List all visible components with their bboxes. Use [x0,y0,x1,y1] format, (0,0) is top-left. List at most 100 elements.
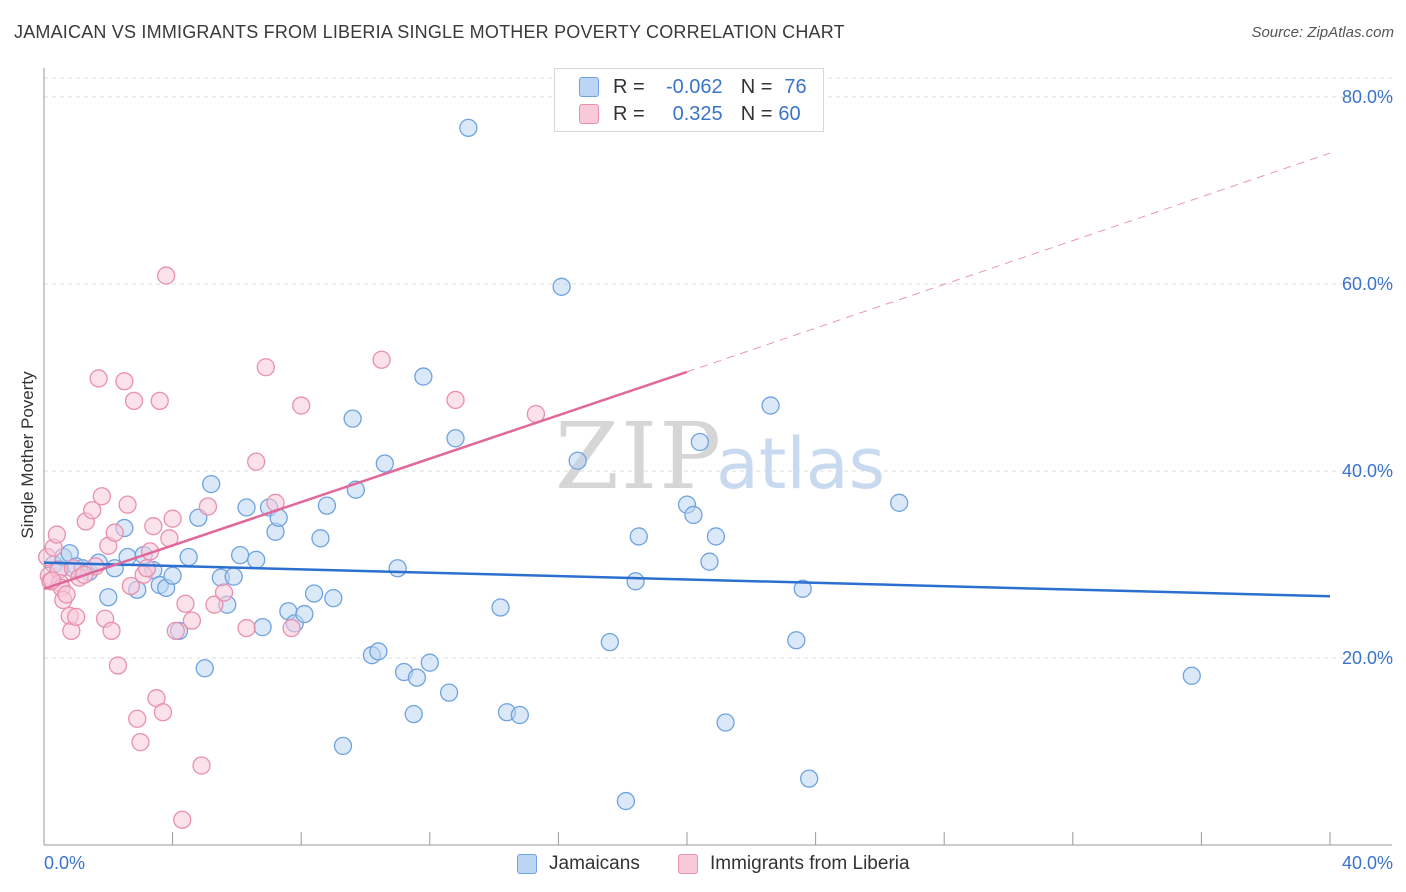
data-point [83,501,102,520]
data-point [491,598,510,617]
data-point [247,550,266,569]
data-point [108,656,128,675]
data-point [552,277,571,296]
data-point [787,631,806,650]
data-point [414,367,433,386]
data-point [616,791,636,811]
data-point [800,769,819,788]
data-point [131,733,150,752]
data-point [115,372,134,391]
data-point [214,583,234,602]
legend-row-jamaicans: R = -0.062 N = 76 [579,75,807,99]
data-point [890,493,909,512]
data-point [446,390,465,410]
data-point [202,474,221,494]
legend-swatch-liberia [579,104,599,124]
legend-r-value: -0.062 [665,75,723,98]
trend-lines [43,152,1331,598]
data-point [311,529,330,548]
data-point [144,517,163,536]
data-point [439,683,459,702]
data-point [182,611,202,630]
y-tick-label: 80.0% [1342,87,1393,107]
data-point [137,559,157,578]
legend-label-liberia: Immigrants from Liberia [710,853,910,874]
data-point [304,584,324,603]
data-point [176,594,195,613]
data-point [761,396,780,415]
y-tick-label: 60.0% [1342,274,1393,294]
data-point [793,579,812,598]
data-point [153,703,173,722]
y-tick-label: 20.0% [1342,648,1393,668]
data-point [230,546,250,565]
legend-row-liberia: R = 0.325 N = 60 [579,102,801,126]
data-point [237,498,256,517]
legend-n-label: N = [740,102,773,125]
data-point [118,495,137,514]
data-point [333,736,353,756]
data-point [92,487,112,506]
grid-lines [44,77,1392,659]
data-point [224,567,243,586]
data-point [706,527,726,546]
data-point [372,350,391,369]
legend-item-jamaicans[interactable]: Jamaicans [517,853,640,875]
data-point [47,525,67,544]
legend-r-label: R = [613,102,645,125]
data-point [192,756,211,775]
data-point [568,451,587,470]
data-point [102,621,121,641]
legend-item-liberia[interactable]: Immigrants from Liberia [678,853,910,875]
data-point [150,391,169,411]
correlation-legend: R = -0.062 N = 76 R = 0.325 N = 60 [554,68,824,132]
data-point [343,409,362,428]
data-point [716,713,735,732]
data-point [157,266,176,285]
data-point [700,552,719,571]
data-point [57,585,76,604]
trend-line-liberia-extended [686,152,1331,373]
data-point [195,659,214,678]
data-point [105,523,124,542]
data-point [324,589,343,608]
legend-swatch-liberia [678,854,698,874]
data-point [282,618,301,638]
data-point [388,559,407,578]
axes [43,68,1392,846]
series-liberia [38,266,546,829]
watermark: ZIP atlas [555,403,885,510]
data-point [407,668,427,687]
data-point [375,454,394,473]
series-legend: Jamaicans Immigrants from Liberia [0,851,1406,879]
data-point [89,369,108,388]
data-point [420,653,439,672]
data-point [292,396,311,415]
data-point [459,118,478,138]
tick-labels: 20.0% 40.0% 60.0% 80.0% 0.0% 40.0% [44,87,1393,873]
legend-label-jamaicans: Jamaicans [549,853,640,874]
data-point [166,621,185,641]
legend-n-label: N = [740,75,773,98]
legend-n-value: 60 [778,102,801,125]
data-point [629,527,648,546]
series-jamaicans [44,118,1201,811]
data-point [124,391,144,411]
legend-n-value: 76 [784,75,807,98]
data-point [1182,666,1201,685]
data-point [404,704,423,724]
data-point [163,509,182,528]
legend-r-value: 0.325 [672,102,723,125]
data-point [317,496,337,515]
legend-swatch-jamaicans [517,854,537,874]
data-point [247,452,266,471]
data-point [256,358,275,377]
y-tick-label: 40.0% [1342,461,1393,481]
data-point [369,642,388,661]
trend-line-jamaicans [43,561,1331,598]
trend-line-liberia [43,370,688,590]
data-point [163,566,182,585]
data-point [128,709,147,728]
chart-title: JAMAICAN VS IMMIGRANTS FROM LIBERIA SING… [14,22,845,42]
